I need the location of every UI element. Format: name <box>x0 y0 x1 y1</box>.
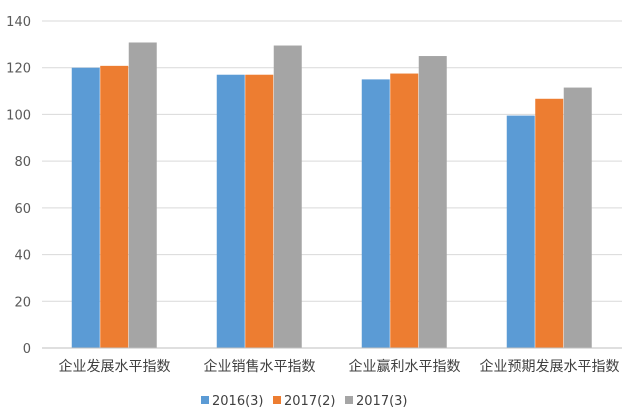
bar <box>418 56 447 348</box>
category-label: 企业发展水平指数 <box>59 358 171 375</box>
bar <box>563 87 592 348</box>
y-tick-label: 100 <box>6 108 31 123</box>
legend-label: 2016(3) <box>212 394 264 409</box>
y-tick-label: 0 <box>23 342 31 357</box>
y-axis-ticks: 0 20 40 60 80 100 120 140 <box>6 15 31 357</box>
legend-label: 2017(3) <box>356 394 408 409</box>
legend-swatch <box>201 396 209 404</box>
bar <box>506 115 535 348</box>
legend-item: 2017(3) <box>345 394 408 409</box>
bar <box>100 65 129 348</box>
bar <box>361 79 390 348</box>
bars <box>71 42 592 349</box>
bar <box>71 67 100 349</box>
legend-swatch <box>345 396 353 404</box>
legend: 2016(3) 2017(2) 2017(3) <box>201 394 408 409</box>
y-tick-label: 60 <box>14 202 31 217</box>
category-label: 企业赢利水平指数 <box>349 358 461 375</box>
legend-swatch <box>273 396 281 404</box>
bar <box>535 98 564 348</box>
bar <box>273 45 302 349</box>
bar <box>216 74 245 348</box>
bar <box>390 73 419 349</box>
y-tick-label: 80 <box>14 155 31 170</box>
legend-item: 2016(3) <box>201 394 264 409</box>
y-tick-label: 40 <box>14 249 31 264</box>
category-label: 企业预期发展水平指数 <box>480 358 620 375</box>
y-tick-label: 120 <box>6 62 31 77</box>
category-labels: 企业发展水平指数 企业销售水平指数 企业赢利水平指数 企业预期发展水平指数 <box>59 358 620 375</box>
y-tick-label: 20 <box>14 295 31 310</box>
category-label: 企业销售水平指数 <box>204 358 316 375</box>
legend-item: 2017(2) <box>273 394 336 409</box>
legend-label: 2017(2) <box>284 394 336 409</box>
y-tick-label: 140 <box>6 15 31 30</box>
bar <box>245 74 274 348</box>
bar <box>128 42 157 349</box>
